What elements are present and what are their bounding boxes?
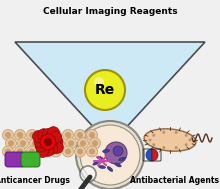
Ellipse shape — [115, 163, 121, 167]
Circle shape — [86, 129, 97, 140]
Circle shape — [53, 138, 64, 149]
Circle shape — [29, 149, 35, 155]
Circle shape — [80, 140, 86, 146]
Circle shape — [29, 138, 40, 149]
Circle shape — [48, 127, 59, 139]
Circle shape — [89, 149, 95, 155]
Circle shape — [68, 140, 74, 146]
Circle shape — [65, 132, 71, 138]
Circle shape — [38, 129, 50, 141]
Circle shape — [113, 146, 123, 156]
Circle shape — [77, 149, 83, 155]
Circle shape — [20, 140, 26, 146]
Ellipse shape — [93, 161, 99, 165]
Circle shape — [65, 149, 71, 155]
Circle shape — [44, 140, 50, 146]
Circle shape — [50, 132, 62, 143]
Circle shape — [5, 132, 11, 138]
Circle shape — [38, 129, 50, 140]
Circle shape — [185, 134, 188, 137]
Circle shape — [189, 139, 191, 142]
Circle shape — [34, 136, 46, 148]
Circle shape — [8, 140, 14, 146]
FancyBboxPatch shape — [5, 152, 25, 167]
Text: Antibacterial Agents: Antibacterial Agents — [130, 176, 220, 185]
Circle shape — [41, 149, 47, 155]
Circle shape — [38, 146, 50, 157]
Circle shape — [162, 146, 165, 149]
Circle shape — [51, 146, 62, 157]
Ellipse shape — [99, 165, 105, 169]
Circle shape — [17, 132, 23, 138]
Circle shape — [77, 138, 88, 149]
Circle shape — [85, 70, 125, 110]
Wedge shape — [152, 149, 158, 161]
Circle shape — [33, 131, 44, 143]
Polygon shape — [15, 42, 205, 145]
Circle shape — [42, 129, 54, 140]
Circle shape — [80, 166, 96, 182]
Ellipse shape — [107, 167, 113, 172]
Circle shape — [148, 139, 152, 142]
Circle shape — [37, 146, 49, 157]
Circle shape — [175, 146, 178, 149]
Circle shape — [40, 134, 56, 150]
Ellipse shape — [103, 149, 110, 153]
Circle shape — [76, 121, 144, 189]
Circle shape — [80, 125, 140, 185]
Ellipse shape — [144, 129, 196, 151]
Circle shape — [51, 136, 63, 148]
Circle shape — [152, 143, 155, 146]
Circle shape — [86, 146, 97, 157]
Circle shape — [51, 141, 63, 153]
Text: Re: Re — [95, 83, 115, 97]
Circle shape — [53, 132, 59, 138]
Circle shape — [66, 138, 77, 149]
Circle shape — [2, 129, 13, 140]
Circle shape — [6, 138, 16, 149]
Circle shape — [51, 129, 62, 140]
Circle shape — [15, 129, 26, 140]
Circle shape — [35, 140, 47, 152]
Circle shape — [92, 140, 98, 146]
FancyBboxPatch shape — [21, 152, 40, 167]
Circle shape — [89, 132, 95, 138]
Circle shape — [152, 134, 155, 137]
Circle shape — [46, 143, 58, 154]
Circle shape — [175, 131, 178, 134]
Text: Anticancer Drugs: Anticancer Drugs — [0, 176, 70, 185]
Circle shape — [90, 138, 101, 149]
Circle shape — [32, 140, 38, 146]
Circle shape — [29, 132, 35, 138]
Text: Cellular Imaging Reagents: Cellular Imaging Reagents — [43, 7, 177, 16]
Circle shape — [44, 138, 52, 146]
Circle shape — [94, 77, 104, 87]
Circle shape — [42, 144, 54, 156]
Circle shape — [105, 142, 127, 164]
Circle shape — [62, 146, 73, 157]
Circle shape — [77, 132, 83, 138]
Circle shape — [2, 146, 13, 157]
Circle shape — [5, 149, 11, 155]
Ellipse shape — [97, 156, 103, 160]
Wedge shape — [146, 149, 152, 161]
Circle shape — [17, 149, 23, 155]
Circle shape — [26, 146, 37, 157]
Circle shape — [162, 131, 165, 134]
Circle shape — [26, 129, 37, 140]
Circle shape — [15, 146, 26, 157]
Circle shape — [18, 138, 29, 149]
Circle shape — [75, 146, 86, 157]
Circle shape — [42, 138, 53, 149]
Circle shape — [53, 149, 59, 155]
Circle shape — [62, 129, 73, 140]
Circle shape — [185, 143, 188, 146]
Circle shape — [75, 129, 86, 140]
Ellipse shape — [119, 157, 125, 161]
Circle shape — [41, 132, 47, 138]
Circle shape — [56, 140, 62, 146]
